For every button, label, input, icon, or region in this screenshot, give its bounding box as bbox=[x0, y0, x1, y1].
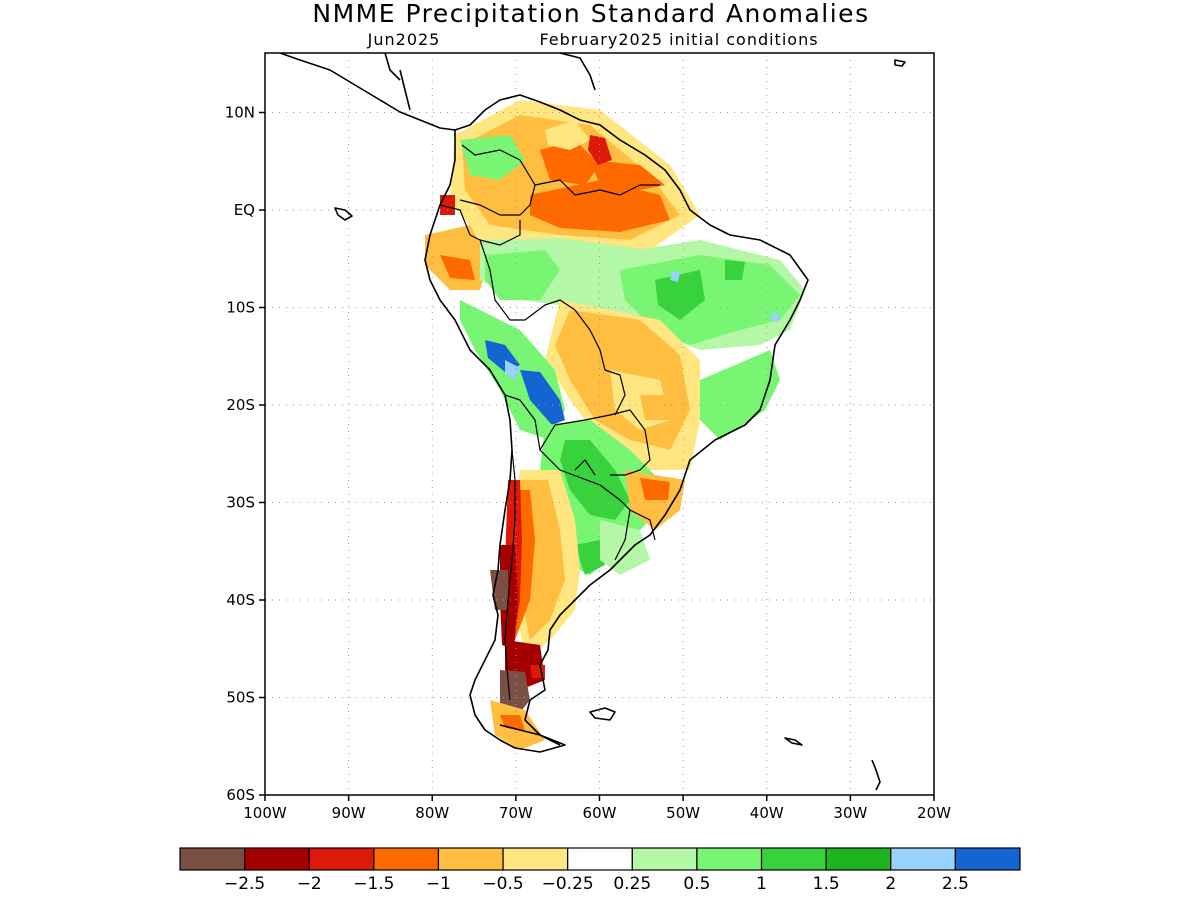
colorbar-swatch bbox=[437, 847, 504, 871]
y-tick-label: 10N bbox=[225, 104, 255, 122]
colorbar-label: −0.5 bbox=[482, 874, 523, 894]
x-tick-label: 70W bbox=[499, 804, 533, 822]
anomaly-shading bbox=[425, 100, 805, 750]
colorbar-swatch bbox=[890, 847, 956, 871]
x-tick-label: 30W bbox=[833, 804, 867, 822]
colorbar-swatch bbox=[954, 847, 1021, 871]
colorbar-swatch bbox=[308, 847, 375, 871]
y-tick-label: EQ bbox=[234, 201, 255, 219]
y-tick-label: 60S bbox=[226, 786, 255, 804]
country-borders bbox=[439, 144, 660, 701]
colorbar-swatch bbox=[631, 847, 698, 871]
colorbar-swatch bbox=[502, 847, 569, 871]
x-tick-label: 80W bbox=[415, 804, 449, 822]
colorbar-swatch bbox=[244, 847, 310, 871]
colorbar-label: −2 bbox=[297, 874, 322, 894]
y-tick-label: 40S bbox=[226, 591, 255, 609]
x-tick-label: 50W bbox=[666, 804, 700, 822]
colorbar-label: 1.5 bbox=[813, 874, 840, 894]
colorbar-label: −1.5 bbox=[353, 874, 394, 894]
colorbar: −2.5 −2 −1.5 −1 −0.5 −0.25 0.25 0.5 1 1.5 2 2.5 bbox=[179, 847, 1021, 894]
coastlines bbox=[279, 53, 906, 791]
x-axis-ticks: 100W 90W 80W 70W 60W 50W 40W 30W 20W bbox=[243, 795, 951, 822]
colorbar-swatch bbox=[825, 847, 892, 871]
colorbar-label: −2.5 bbox=[224, 874, 265, 894]
y-tick-label: 30S bbox=[226, 494, 255, 512]
chart-title: NMME Precipitation Standard Anomalies bbox=[312, 0, 869, 28]
grid-lines bbox=[265, 53, 934, 795]
colorbar-swatch bbox=[567, 847, 633, 871]
colorbar-swatch bbox=[179, 847, 246, 871]
x-tick-label: 100W bbox=[243, 804, 287, 822]
colorbar-swatch bbox=[760, 847, 827, 871]
colorbar-label: −1 bbox=[426, 874, 451, 894]
colorbar-label: 1 bbox=[756, 874, 767, 894]
colorbar-label: 2 bbox=[885, 874, 896, 894]
colorbar-swatch bbox=[373, 847, 440, 871]
colorbar-label: 2.5 bbox=[942, 874, 969, 894]
subtitle-month: Jun2025 bbox=[367, 30, 441, 49]
subtitle-initial-conditions: February2025 initial conditions bbox=[539, 30, 818, 49]
y-axis-ticks: 10N EQ 10S 20S 30S 40S 50S 60S bbox=[225, 104, 265, 804]
colorbar-label: 0.25 bbox=[613, 874, 651, 894]
x-tick-label: 40W bbox=[750, 804, 784, 822]
y-tick-label: 50S bbox=[226, 689, 255, 707]
y-tick-label: 10S bbox=[226, 299, 255, 317]
x-tick-label: 60W bbox=[583, 804, 617, 822]
y-tick-label: 20S bbox=[226, 396, 255, 414]
colorbar-label: 0.5 bbox=[683, 874, 710, 894]
x-tick-label: 90W bbox=[332, 804, 366, 822]
colorbar-swatch bbox=[696, 847, 763, 871]
x-tick-label: 20W bbox=[917, 804, 951, 822]
colorbar-label: −0.25 bbox=[542, 874, 594, 894]
